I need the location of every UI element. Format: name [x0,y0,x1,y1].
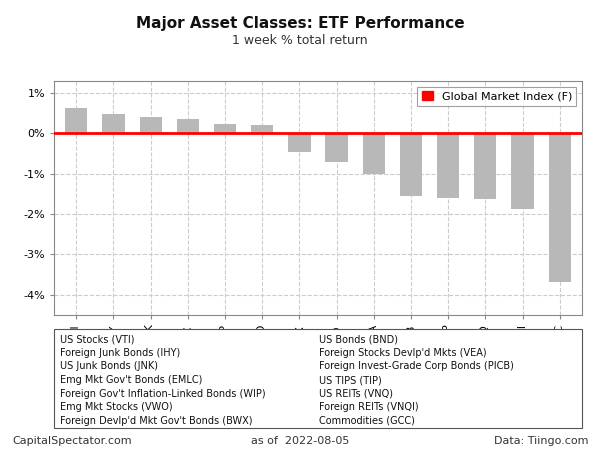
Text: Emg Mkt Gov't Bonds (EMLC): Emg Mkt Gov't Bonds (EMLC) [60,375,202,385]
Text: Data: Tiingo.com: Data: Tiingo.com [493,436,588,446]
Bar [103,114,125,134]
Bar [325,134,348,162]
Text: Foreign Stocks Devlp'd Mkts (VEA): Foreign Stocks Devlp'd Mkts (VEA) [319,348,487,358]
Text: as of  2022-08-05: as of 2022-08-05 [251,436,349,446]
Bar [474,134,496,199]
Text: 1 week % total return: 1 week % total return [232,34,368,47]
Bar [251,126,274,134]
Bar [437,134,459,198]
Bar [65,108,88,134]
Text: US Junk Bonds (JNK): US Junk Bonds (JNK) [60,361,158,371]
Bar [177,118,199,134]
Bar [548,134,571,282]
Text: Foreign Gov't Inflation-Linked Bonds (WIP): Foreign Gov't Inflation-Linked Bonds (WI… [60,389,266,399]
Text: US TIPS (TIP): US TIPS (TIP) [319,375,382,385]
Text: Commodities (GCC): Commodities (GCC) [319,416,415,426]
Text: Foreign Invest-Grade Corp Bonds (PICB): Foreign Invest-Grade Corp Bonds (PICB) [319,361,514,371]
Text: Foreign Devlp'd Mkt Gov't Bonds (BWX): Foreign Devlp'd Mkt Gov't Bonds (BWX) [60,416,253,426]
Text: Major Asset Classes: ETF Performance: Major Asset Classes: ETF Performance [136,16,464,31]
Bar [214,124,236,134]
Text: Foreign Junk Bonds (IHY): Foreign Junk Bonds (IHY) [60,348,180,358]
Text: Foreign REITs (VNQI): Foreign REITs (VNQI) [319,402,418,412]
Bar [400,134,422,196]
Bar [362,134,385,174]
Bar [511,134,533,209]
Text: US REITs (VNQ): US REITs (VNQ) [319,389,393,399]
Bar [288,134,311,152]
Bar [140,117,162,134]
Text: Emg Mkt Stocks (VWO): Emg Mkt Stocks (VWO) [60,402,173,412]
Text: US Bonds (BND): US Bonds (BND) [319,334,398,344]
Text: CapitalSpectator.com: CapitalSpectator.com [12,436,131,446]
Text: US Stocks (VTI): US Stocks (VTI) [60,334,134,344]
Legend: Global Market Index (F): Global Market Index (F) [417,86,577,106]
